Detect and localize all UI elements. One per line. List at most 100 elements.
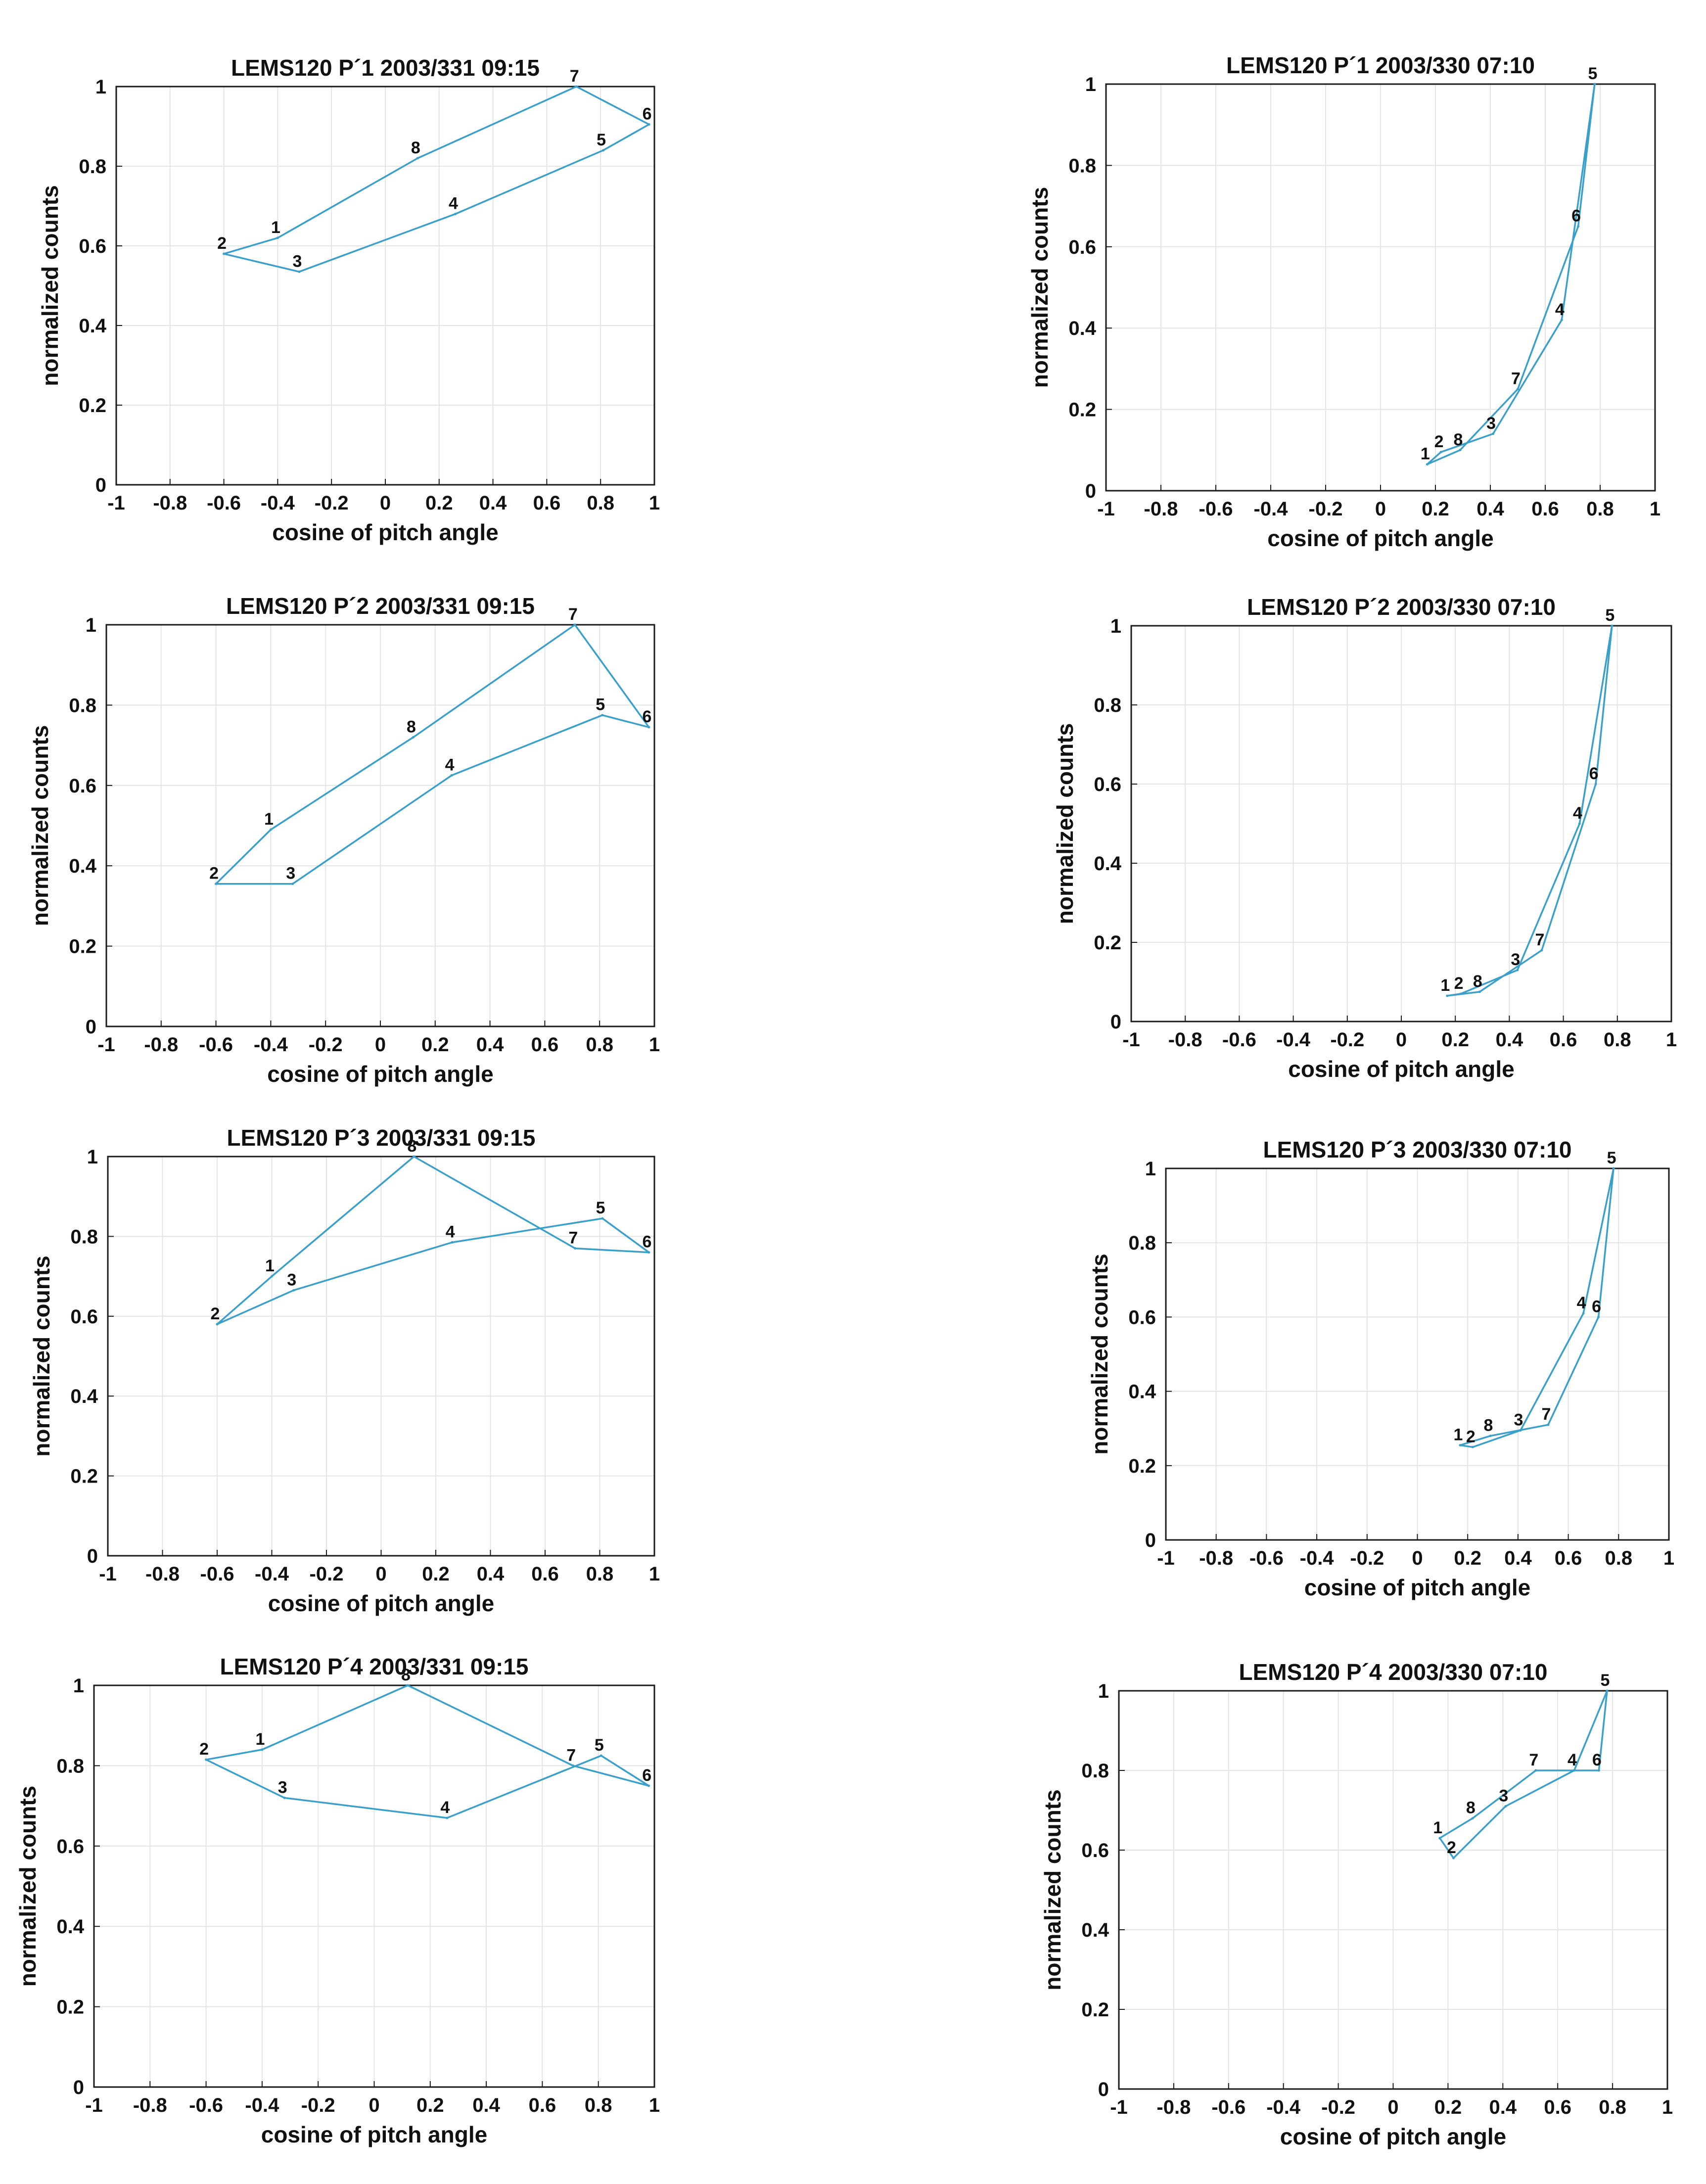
x-tick-label: -0.8: [145, 1563, 180, 1585]
point-label: 4: [449, 194, 458, 213]
y-tick-label: 0.8: [1068, 155, 1096, 177]
x-tick-label: 0.6: [531, 1034, 559, 1056]
axes-box: [115, 86, 655, 486]
y-tick-label: 0.8: [70, 1226, 98, 1248]
chart-panel-5: -1 -0.8 -0.6 -0.4 -0.2 0 0.2 0.4 0.6 0.8 1 0 0.2 0.4 0…: [29, 1125, 660, 1616]
point-label: 3: [1486, 414, 1496, 433]
point-label: 6: [642, 707, 651, 726]
point-label: 4: [1555, 300, 1565, 319]
data-point: [1439, 451, 1442, 454]
x-tick-label: 0: [380, 492, 391, 514]
x-tick-label: 1: [649, 492, 660, 514]
x-tick-label: 0.2: [1422, 498, 1449, 520]
point-label: 3: [1499, 1786, 1508, 1805]
data-point: [269, 828, 272, 831]
x-tick-label: -0.6: [1222, 1029, 1256, 1051]
y-tick-label: 0: [86, 1016, 96, 1038]
point-label: 1: [1421, 445, 1430, 464]
data-point: [216, 1323, 219, 1326]
y-tick-label: 0: [95, 474, 106, 496]
y-tick-label: 0.6: [79, 235, 106, 257]
x-tick-label: 0: [1412, 1547, 1423, 1569]
point-label: 1: [265, 1256, 275, 1275]
y-tick-label: 0.4: [56, 1916, 84, 1938]
data-point: [1489, 1435, 1492, 1438]
point-label: 8: [1484, 1416, 1493, 1435]
data-point: [1492, 432, 1495, 435]
point-label: 6: [1592, 1297, 1601, 1316]
y-tick-label: 0.6: [69, 775, 96, 797]
data-point: [271, 1275, 273, 1278]
point-label: 4: [1577, 1294, 1586, 1312]
point-label: 7: [1541, 1405, 1551, 1424]
point-label: 6: [642, 1233, 651, 1252]
x-tick-label: 0: [1387, 2096, 1398, 2118]
data-point: [215, 883, 218, 885]
data-point: [601, 1217, 604, 1220]
y-axis-label: normalized counts: [1040, 1789, 1065, 1990]
axes-box: [1118, 1690, 1668, 2090]
point-label: 2: [1434, 432, 1444, 451]
data-point: [416, 157, 419, 160]
point-label: 1: [264, 810, 274, 829]
y-tick-label: 0.2: [1068, 399, 1096, 421]
x-tick-label: -0.8: [1168, 1029, 1202, 1051]
x-tick-label: 0.2: [1441, 1029, 1469, 1051]
x-axis-label: cosine of pitch angle: [268, 1590, 495, 1616]
data-point: [446, 1816, 449, 1819]
data-point: [292, 1289, 295, 1292]
y-tick-label: 0: [73, 2077, 84, 2098]
point-label: 8: [407, 717, 416, 736]
y-tick-label: 0: [1085, 480, 1096, 502]
point-label: 7: [570, 67, 579, 86]
x-axis-label: cosine of pitch angle: [1288, 1056, 1515, 1082]
data-point: [1426, 463, 1429, 466]
y-tick-label: 0: [1098, 2079, 1109, 2100]
x-tick-label: -1: [99, 1563, 117, 1585]
data-point: [291, 883, 294, 885]
point-label: 6: [1571, 207, 1581, 226]
data-point: [1504, 1805, 1507, 1808]
y-tick-label: 0.8: [1081, 1760, 1109, 1782]
chart-title: LEMS120 P´2 2003/331 09:15: [226, 593, 535, 619]
data-point: [450, 774, 453, 777]
point-label: 3: [1511, 950, 1520, 969]
point-label: 3: [287, 1270, 296, 1289]
x-tick-label: 0.6: [1555, 1547, 1582, 1569]
x-tick-label: 0.4: [1489, 2096, 1517, 2118]
x-tick-label: -1: [107, 492, 125, 514]
point-label: 5: [596, 1199, 605, 1217]
data-point: [647, 1784, 650, 1787]
axes-box: [105, 624, 655, 1027]
chart-title: LEMS120 P´3 2003/331 09:15: [227, 1125, 536, 1151]
data-point: [413, 1155, 415, 1158]
x-tick-label: 0: [1375, 498, 1386, 520]
x-tick-label: 0.4: [1504, 1547, 1532, 1569]
y-tick-label: 1: [1110, 615, 1121, 637]
x-axis-label: cosine of pitch angle: [261, 2122, 488, 2147]
y-tick-label: 0.6: [56, 1836, 84, 1858]
data-point: [261, 1748, 264, 1751]
x-axis-label: cosine of pitch angle: [1267, 525, 1494, 551]
data-point: [1519, 1429, 1522, 1432]
y-tick-label: 0.4: [79, 315, 106, 337]
data-point: [1540, 949, 1543, 952]
point-label: 2: [1466, 1427, 1475, 1446]
x-tick-label: 0: [369, 2094, 379, 2116]
chart-panel-7: -1 -0.8 -0.6 -0.4 -0.2 0 0.2 0.4 0.6 0.8 1 0 0.2 0.4 0…: [15, 1654, 660, 2147]
data-point: [1594, 783, 1597, 786]
x-tick-label: -0.8: [153, 492, 187, 514]
point-label: 2: [1447, 1838, 1456, 1857]
chart-title: LEMS120 P´3 2003/330 07:10: [1263, 1137, 1572, 1162]
x-tick-label: -0.4: [254, 1034, 288, 1056]
y-tick-label: 1: [86, 614, 96, 636]
point-label: 8: [1473, 972, 1482, 991]
data-point: [647, 726, 650, 729]
x-tick-label: -1: [1157, 1547, 1175, 1569]
x-axis-label: cosine of pitch angle: [1280, 2124, 1507, 2149]
data-point: [601, 714, 604, 717]
data-point: [1517, 388, 1519, 390]
y-tick-label: 0.6: [1068, 236, 1096, 258]
point-label: 2: [217, 234, 227, 253]
x-tick-label: 0.4: [476, 1034, 504, 1056]
